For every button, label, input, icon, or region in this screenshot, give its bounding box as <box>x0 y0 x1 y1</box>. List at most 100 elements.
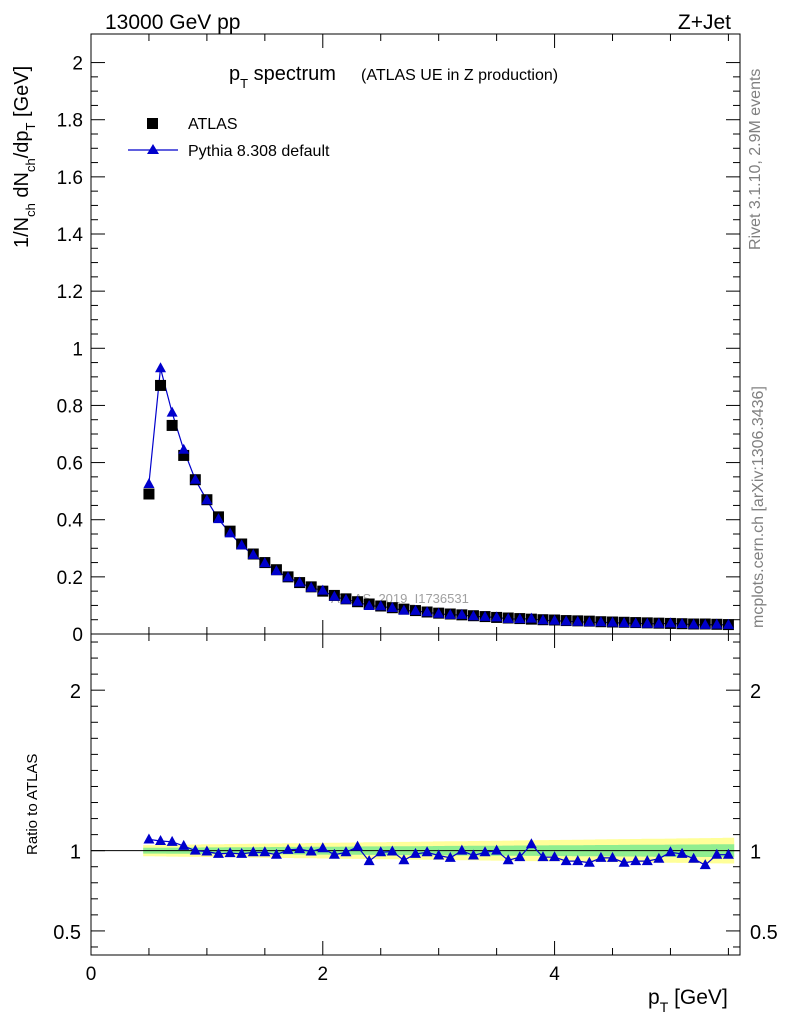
ratio-point <box>514 851 526 862</box>
ratio-y-tick-label: 1 <box>70 842 81 864</box>
pythia-point <box>328 590 340 601</box>
ratio-y-tick-label-right: 1 <box>750 842 761 864</box>
ratio-point <box>375 846 387 857</box>
ratio-point <box>607 851 619 862</box>
pythia-series-line <box>148 368 729 626</box>
main-y-tick-label: 0.8 <box>57 396 83 417</box>
atlas-point <box>166 419 178 431</box>
ratio-point <box>340 846 352 857</box>
ratio-point <box>433 849 445 860</box>
pythia-point <box>386 602 398 612</box>
pythia-point <box>212 513 224 524</box>
main-y-axis-ticks: 0 0.2 0.4 0.6 0.8 1 1.2 1.4 1.6 1.8 2 <box>57 54 740 646</box>
ratio-point <box>363 855 375 866</box>
pythia-point <box>653 617 665 628</box>
pythia-point <box>317 584 329 595</box>
pythia-point <box>421 606 433 617</box>
ratio-point <box>259 846 271 857</box>
ratio-point <box>676 847 688 858</box>
ratio-y-tick-label: 2 <box>70 681 81 703</box>
atlas-point <box>155 379 167 391</box>
mcplots-label: mcplots.cern.ch [arXiv:1306.3436] <box>750 386 767 628</box>
pythia-point <box>722 618 734 629</box>
pythia-point <box>630 617 642 628</box>
ratio-point <box>398 854 410 865</box>
legend-atlas-label: ATLAS <box>188 116 238 133</box>
pythia-point <box>189 473 201 484</box>
ratio-point <box>143 833 155 844</box>
ratio-point <box>270 848 282 859</box>
main-y-tick-label: 1.2 <box>57 282 83 303</box>
ratio-point <box>491 844 503 855</box>
pythia-point <box>433 607 445 618</box>
ratio-point <box>421 846 433 857</box>
pythia-point <box>352 595 364 606</box>
ratio-point <box>618 856 630 867</box>
main-y-tick-label: 1.6 <box>57 168 83 189</box>
pythia-point <box>525 612 537 623</box>
ratio-point <box>641 855 653 866</box>
ratio-point <box>410 847 421 858</box>
pythia-point <box>676 618 688 628</box>
ratio-point <box>444 851 456 862</box>
pythia-point <box>549 614 561 625</box>
ratio-point <box>178 839 190 850</box>
ratio-point <box>549 851 561 862</box>
ratio-point <box>305 845 317 856</box>
ratio-point <box>456 844 468 855</box>
main-x-axis-ticks <box>90 34 729 634</box>
legend-pythia-marker <box>147 144 159 154</box>
ratio-point <box>282 843 294 854</box>
pythia-point <box>201 494 213 505</box>
ratio-y-axis-label: Ratio to ATLAS <box>24 754 41 855</box>
ratio-point <box>572 855 584 866</box>
ratio-point <box>386 845 398 856</box>
energy-label: 13000 GeV pp <box>105 11 240 34</box>
ratio-pythia-markers <box>143 833 734 870</box>
pythia-point <box>155 362 167 373</box>
main-y-tick-label: 0.6 <box>57 454 83 475</box>
main-y-tick-label: 0.2 <box>57 568 83 589</box>
pythia-point <box>398 604 410 615</box>
ratio-plot-frame <box>90 633 741 956</box>
ratio-point <box>595 851 607 862</box>
pythia-point <box>305 581 317 592</box>
ratio-point <box>688 852 700 863</box>
ratio-point <box>236 847 248 858</box>
ratio-point <box>352 840 364 851</box>
ratio-point <box>722 848 734 859</box>
main-y-tick-label: 0 <box>72 625 83 646</box>
ratio-y-tick-label-right: 2 <box>750 681 761 703</box>
pythia-point <box>467 610 479 621</box>
ratio-plot-panel: 0.5 0.5 1 1 2 2 0 2 4 Ratio to ATLAS pT [GeV] <box>24 633 778 1015</box>
pythia-point <box>502 612 514 623</box>
legend-pythia-label: Pythia 8.308 default <box>188 143 330 160</box>
pythia-point <box>688 618 700 629</box>
ratio-point <box>583 856 595 867</box>
ratio-y-tick-label-right: 0.5 <box>750 922 778 944</box>
ratio-point <box>328 848 340 859</box>
pythia-point <box>664 617 676 628</box>
pythia-point <box>166 406 178 417</box>
pythia-point <box>560 615 572 626</box>
ratio-point <box>664 846 676 857</box>
main-y-tick-label: 0.4 <box>57 511 84 532</box>
x-tick-label: 0 <box>86 964 97 985</box>
ratio-point <box>537 851 549 862</box>
main-y-tick-label: 1.4 <box>57 225 84 246</box>
legend: ATLAS Pythia 8.308 default <box>128 116 330 160</box>
ratio-point <box>630 855 642 866</box>
ratio-point <box>166 835 178 846</box>
main-y-tick-label: 1 <box>72 339 83 360</box>
x-axis-label: pT [GeV] <box>648 986 728 1015</box>
pythia-point <box>236 539 248 550</box>
ratio-x-axis-ticks: 0 2 4 <box>86 634 729 985</box>
pythia-point <box>699 618 711 629</box>
pythia-point <box>294 576 306 587</box>
main-plot-panel: 00.20.40.60.811.21.41.61.82 ATLAS_2019_I… <box>11 33 741 646</box>
pythia-point <box>270 565 282 576</box>
ratio-point <box>189 844 201 855</box>
pythia-point <box>456 608 468 619</box>
ratio-point <box>502 854 514 865</box>
